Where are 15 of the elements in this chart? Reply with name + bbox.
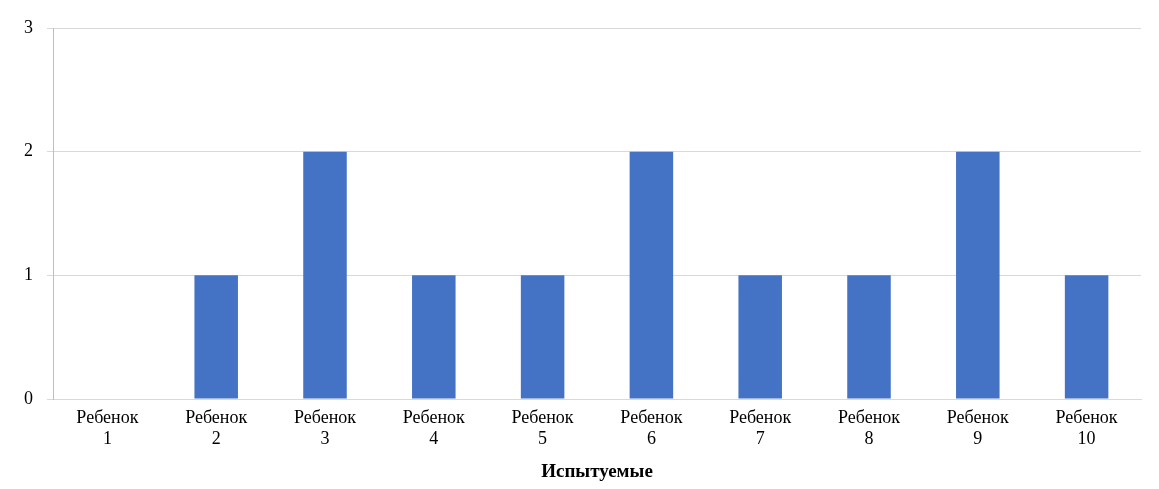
x-tick-label: Ребенок 10 [1055, 406, 1118, 449]
x-axis-title: Испытуемые [541, 459, 653, 481]
x-tick-label: Ребенок 3 [293, 406, 357, 449]
x-tick-label: Ребенок 9 [946, 406, 1010, 449]
y-tick-label: 0 [24, 387, 33, 408]
x-tick-label: Ребенок 8 [837, 406, 901, 449]
x-tick-label: Ребенок 2 [185, 406, 248, 449]
x-tick-label: Ребенок 5 [511, 406, 574, 449]
x-tick-label: Ребенок 6 [620, 406, 683, 449]
y-tick-label: 1 [24, 264, 33, 285]
y-tick-label: 3 [24, 16, 33, 37]
x-tick-label: Ребенок 1 [76, 406, 139, 449]
x-tick-label: Ребенок 4 [402, 406, 466, 449]
y-tick-label: 2 [24, 140, 33, 161]
x-tick-label: Ребенок 7 [729, 406, 792, 449]
